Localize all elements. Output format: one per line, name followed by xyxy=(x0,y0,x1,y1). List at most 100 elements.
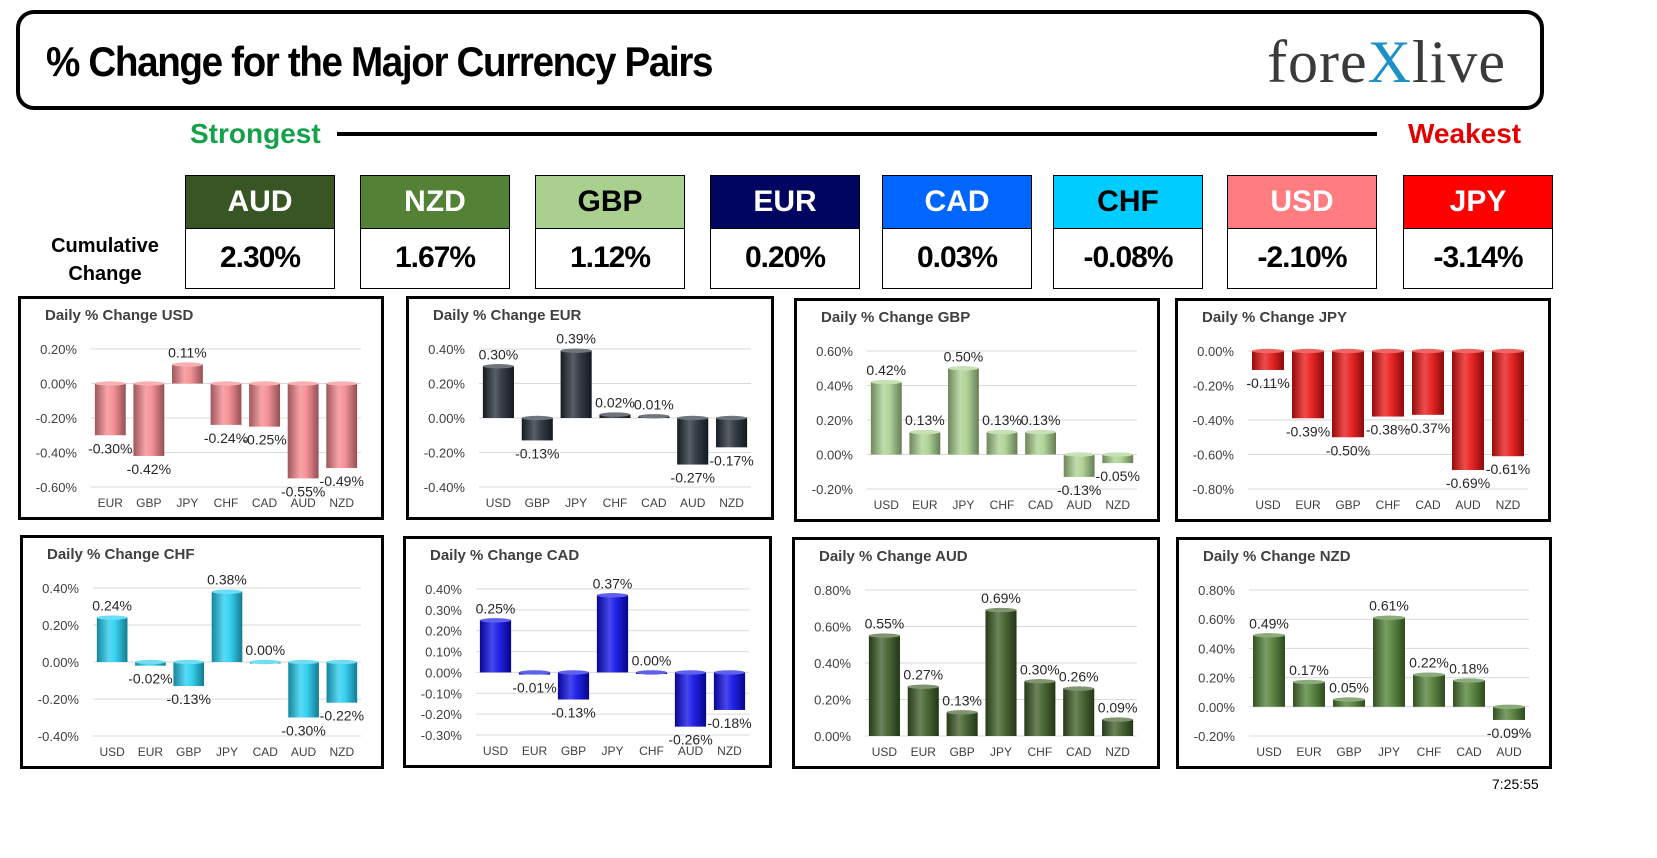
bar-usd xyxy=(479,620,512,673)
y-tick-label: -0.40% xyxy=(38,729,80,744)
bar-aud xyxy=(288,662,319,718)
y-tick-label: 0.20% xyxy=(816,413,853,428)
data-label: 0.05% xyxy=(1329,680,1369,696)
x-tick-label: JPY xyxy=(1378,745,1400,759)
data-label: -0.13% xyxy=(551,705,595,721)
chart-title: Daily % Change EUR xyxy=(433,307,582,324)
x-tick-label: CAD xyxy=(1066,745,1092,759)
bar-cap xyxy=(94,381,126,386)
bar-nzd xyxy=(1492,351,1524,457)
bar-chf xyxy=(1372,351,1404,417)
currency-tile-aud: AUD 2.30% xyxy=(185,175,335,289)
bar-jpy xyxy=(985,610,1017,736)
y-tick-label: 0.40% xyxy=(1198,641,1235,656)
x-tick-label: USD xyxy=(1256,745,1282,759)
x-tick-label: GBP xyxy=(1336,745,1361,759)
x-tick-label: NZD xyxy=(1105,745,1130,759)
bar-cad xyxy=(249,383,280,427)
bar-usd xyxy=(96,617,128,662)
data-label: -0.02% xyxy=(128,671,172,687)
y-tick-label: 0.20% xyxy=(42,618,79,633)
bar-jpy xyxy=(172,364,203,384)
bar-cap xyxy=(868,633,900,638)
data-label: 0.00% xyxy=(632,652,672,668)
data-label: -0.09% xyxy=(1487,725,1531,741)
y-tick-label: -0.60% xyxy=(1193,448,1235,463)
bar-cap xyxy=(1252,348,1284,354)
data-label: -0.49% xyxy=(320,473,364,489)
y-tick-label: -0.20% xyxy=(36,411,78,426)
data-label: -0.61% xyxy=(1486,461,1530,477)
x-tick-label: GBP xyxy=(561,744,586,758)
bar-gbp xyxy=(173,662,205,687)
cumulative-change-value: -2.10% xyxy=(1257,241,1347,274)
bar-cap xyxy=(557,670,590,675)
x-tick-label: CAD xyxy=(1456,745,1482,759)
bar-chf xyxy=(210,383,242,425)
bar-cap xyxy=(249,381,280,386)
bar-eur xyxy=(1292,351,1324,419)
data-label: -0.30% xyxy=(88,440,132,456)
x-tick-label: EUR xyxy=(1295,498,1321,512)
x-tick-label: NZD xyxy=(329,496,354,510)
bar-cap xyxy=(909,429,941,435)
chart-panel: -0.20% 0.00% 0.20% 0.40% 0.60% 0.42% USD 0.13% E… xyxy=(794,298,1160,522)
x-tick-label: CHF xyxy=(990,498,1015,512)
bar-cap xyxy=(1372,348,1404,354)
weakest-label: Weakest xyxy=(1408,118,1522,149)
data-label: 0.42% xyxy=(866,362,906,378)
y-tick-label: 0.20% xyxy=(428,377,465,392)
bar-nzd xyxy=(1102,719,1134,736)
y-tick-label: 0.00% xyxy=(40,377,77,392)
bar-cap xyxy=(326,659,358,665)
forexlive-logo: foreXlive xyxy=(1267,29,1506,95)
data-label: -0.27% xyxy=(671,470,715,486)
bar-cap xyxy=(946,710,978,715)
currency-code: JPY xyxy=(1404,176,1552,229)
x-tick-label: AUD xyxy=(1066,498,1092,512)
x-tick-label: JPY xyxy=(565,496,587,510)
bar-chart: -0.80% -0.60% -0.40% -0.20% 0.00% -0.11% USD -0… xyxy=(1193,344,1530,512)
x-tick-label: JPY xyxy=(176,496,198,510)
currency-tile-gbp: GBP 1.12% xyxy=(535,175,685,289)
bar-gbp xyxy=(557,672,590,700)
bar-cap xyxy=(986,429,1018,435)
y-tick-label: 0.00% xyxy=(1197,344,1234,359)
y-tick-label: -0.20% xyxy=(38,692,80,707)
x-tick-label: EUR xyxy=(1296,745,1322,759)
data-label: 0.49% xyxy=(1249,615,1289,631)
bar-cad xyxy=(1412,351,1444,415)
data-label: -0.13% xyxy=(1057,482,1101,498)
x-tick-label: CAD xyxy=(1028,498,1054,512)
x-tick-label: NZD xyxy=(719,496,744,510)
bar-usd xyxy=(1253,635,1285,707)
x-tick-label: NZD xyxy=(1496,498,1521,512)
x-tick-label: JPY xyxy=(990,745,1012,759)
y-tick-label: 0.20% xyxy=(814,693,851,708)
data-label: 0.25% xyxy=(476,600,516,616)
bar-cap xyxy=(173,659,205,665)
x-tick-label: GBP xyxy=(1335,498,1360,512)
chart-panel: -0.60% -0.40% -0.20% 0.00% 0.20% -0.30% EUR -0.… xyxy=(18,296,384,520)
bar-chart: -0.40% -0.20% 0.00% 0.20% 0.40% 0.24% USD -0.02… xyxy=(38,572,364,759)
data-label: 0.13% xyxy=(1021,412,1061,428)
bar-cap xyxy=(1413,672,1445,677)
currency-code: AUD xyxy=(186,176,334,229)
bar-cap xyxy=(638,414,670,419)
x-tick-label: CHF xyxy=(639,744,664,758)
bar-gbp xyxy=(1332,351,1364,438)
currency-tile-chf: CHF -0.08% xyxy=(1053,175,1203,289)
x-tick-label: USD xyxy=(483,744,509,758)
bar-gbp xyxy=(133,383,165,456)
data-label: 0.09% xyxy=(1098,700,1138,716)
x-tick-label: AUD xyxy=(678,744,704,758)
bar-cap xyxy=(518,670,551,675)
bar-aud xyxy=(287,383,319,479)
chart-title: Daily % Change USD xyxy=(45,307,194,324)
bar-cap xyxy=(870,379,902,385)
x-tick-label: EUR xyxy=(138,745,164,759)
data-label: 0.00% xyxy=(245,642,285,658)
y-tick-label: -0.40% xyxy=(424,480,466,495)
bar-cap xyxy=(1492,348,1524,354)
data-label: -0.30% xyxy=(281,723,325,739)
